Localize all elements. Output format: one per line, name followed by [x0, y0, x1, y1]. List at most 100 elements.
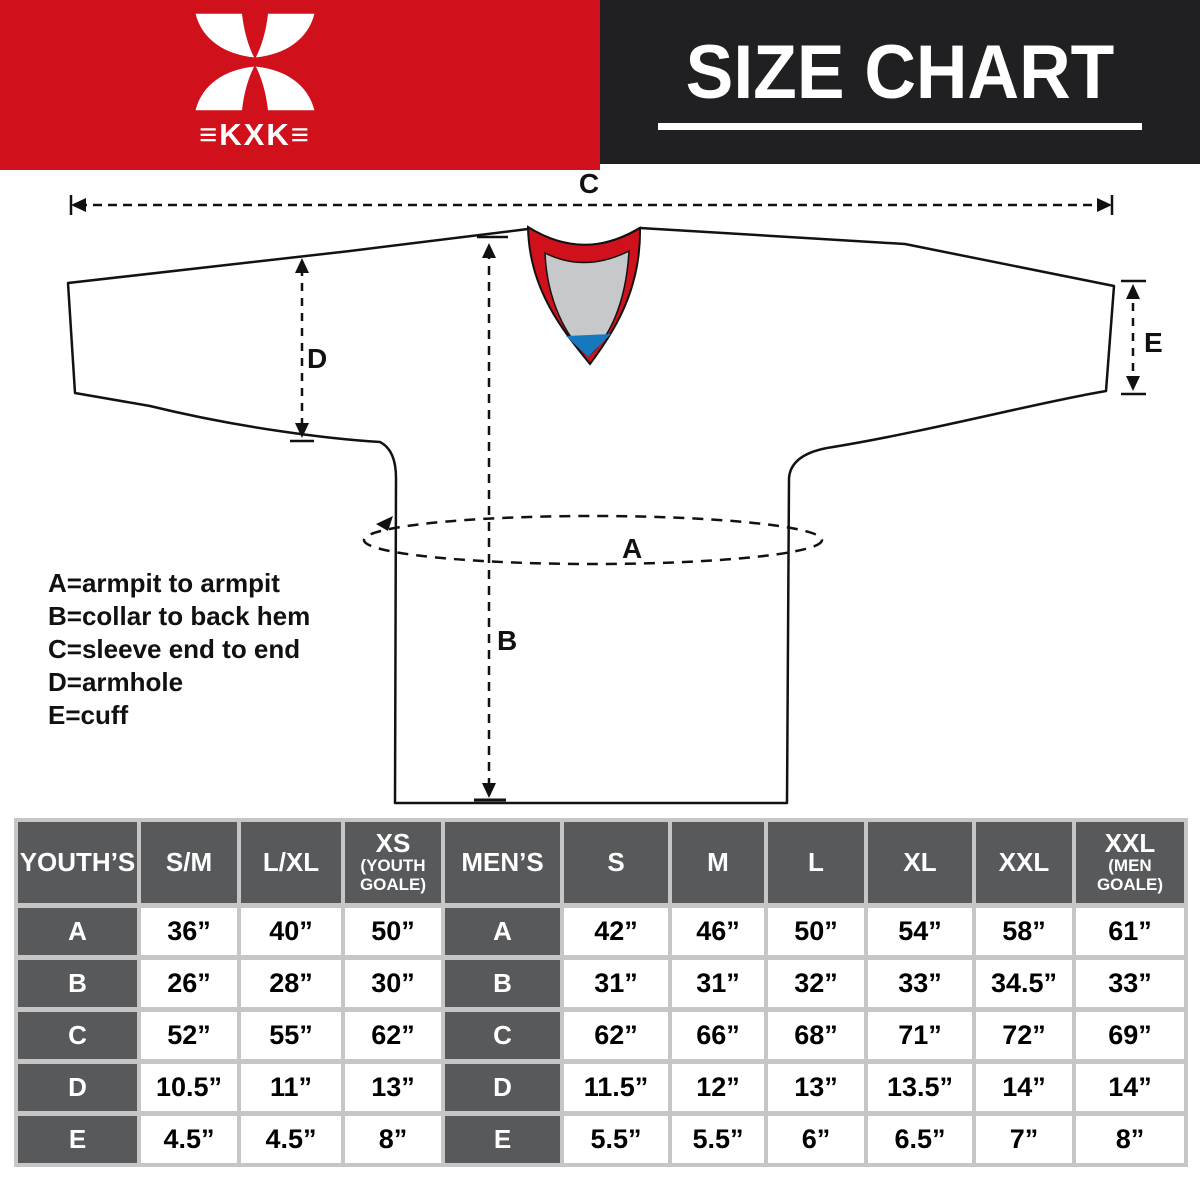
cell-men-d-l: 13” — [768, 1064, 864, 1111]
cell-men-e-xxlg: 8” — [1076, 1116, 1184, 1163]
row-label-youth-a: A — [18, 908, 137, 955]
cell-youth-b-lxl: 28” — [241, 960, 341, 1007]
cell-men-c-xl: 71” — [868, 1012, 972, 1059]
cell-youth-a-lxl: 40” — [241, 908, 341, 955]
label-c: C — [579, 170, 599, 199]
cell-men-e-xxl: 7” — [976, 1116, 1072, 1163]
arrowhead-b-top — [482, 243, 496, 258]
collar — [526, 225, 642, 366]
brand-logo-text: ≡KXK≡ — [199, 117, 311, 152]
legend-line-e: E=cuff — [48, 700, 129, 730]
label-d: D — [307, 343, 327, 374]
cell-men-e-m: 5.5” — [672, 1116, 764, 1163]
collar-inner-blue — [566, 334, 611, 357]
size-table: YOUTH’S S/M L/XL XS (YOUTH GOALE) MEN’S S… — [14, 818, 1188, 1167]
page-title: SIZE CHART — [685, 29, 1115, 115]
label-a: A — [622, 533, 642, 564]
arrowhead-e-top — [1126, 284, 1140, 299]
column-header-mens: MEN’S — [445, 822, 560, 903]
cell-men-d-xl: 13.5” — [868, 1064, 972, 1111]
cell-men-e-l: 6” — [768, 1116, 864, 1163]
legend-line-a: A=armpit to armpit — [48, 568, 280, 598]
label-b: B — [497, 625, 517, 656]
row-label-youth-e: E — [18, 1116, 137, 1163]
measure-arrow-e — [1121, 279, 1146, 396]
arrowhead-a — [376, 516, 393, 531]
label-e: E — [1144, 327, 1163, 358]
title-underline: SIZE CHART — [658, 29, 1142, 130]
cell-men-a-xxl: 58” — [976, 908, 1072, 955]
cell-men-b-l: 32” — [768, 960, 864, 1007]
cell-youth-c-lxl: 55” — [241, 1012, 341, 1059]
cell-youth-c-xs: 62” — [345, 1012, 441, 1059]
cell-youth-b-xs: 30” — [345, 960, 441, 1007]
cell-youth-e-lxl: 4.5” — [241, 1116, 341, 1163]
cell-men-b-xxl: 34.5” — [976, 960, 1072, 1007]
cell-men-a-l: 50” — [768, 908, 864, 955]
cell-youth-c-sm: 52” — [141, 1012, 237, 1059]
measure-arrow-d — [290, 268, 314, 443]
cell-youth-d-xs: 13” — [345, 1064, 441, 1111]
row-label-youth-d: D — [18, 1064, 137, 1111]
row-label-men-e: E — [445, 1116, 560, 1163]
cell-men-c-l: 68” — [768, 1012, 864, 1059]
cell-men-c-m: 66” — [672, 1012, 764, 1059]
collar-inner-gray — [544, 249, 630, 357]
column-header-xxl: XXL — [976, 822, 1072, 903]
brand-banner: ≡KXK≡ — [0, 0, 600, 170]
measure-ellipse-a — [362, 514, 824, 566]
column-header-s: S — [564, 822, 668, 903]
cell-youth-d-lxl: 11” — [241, 1064, 341, 1111]
column-header-m: M — [672, 822, 764, 903]
cell-men-d-xxlg: 14” — [1076, 1064, 1184, 1111]
title-banner: SIZE CHART — [600, 0, 1200, 164]
column-header-xs-youth-goale: XS (YOUTH GOALE) — [345, 822, 441, 903]
cell-men-c-xxlg: 69” — [1076, 1012, 1184, 1059]
cell-men-d-xxl: 14” — [976, 1064, 1072, 1111]
measure-arrow-b — [474, 235, 508, 802]
row-label-men-d: D — [445, 1064, 560, 1111]
cell-men-b-s: 31” — [564, 960, 668, 1007]
brand-logo: ≡KXK≡ — [188, 10, 322, 150]
row-label-men-c: C — [445, 1012, 560, 1059]
row-label-men-a: A — [445, 908, 560, 955]
column-header-xxl-men-goale: XXL (MEN GOALE) — [1076, 822, 1184, 903]
cell-youth-e-xs: 8” — [345, 1116, 441, 1163]
cell-men-b-xxlg: 33” — [1076, 960, 1184, 1007]
cell-men-c-xxl: 72” — [976, 1012, 1072, 1059]
jersey-measurement-diagram: C D B A E A=armpit to armpit B=collar to… — [48, 170, 1163, 805]
row-label-youth-c: C — [18, 1012, 137, 1059]
cell-men-a-xxlg: 61” — [1076, 908, 1184, 955]
cell-men-d-m: 12” — [672, 1064, 764, 1111]
cell-youth-b-sm: 26” — [141, 960, 237, 1007]
column-header-sm: S/M — [141, 822, 237, 903]
column-header-lxl: L/XL — [241, 822, 341, 903]
cell-men-b-m: 31” — [672, 960, 764, 1007]
arrowhead-c-right — [1097, 198, 1112, 212]
cell-youth-a-xs: 50” — [345, 908, 441, 955]
column-header-youths: YOUTH’S — [18, 822, 137, 903]
cell-men-b-xl: 33” — [868, 960, 972, 1007]
arrowhead-e-bottom — [1126, 376, 1140, 391]
legend-line-b: B=collar to back hem — [48, 601, 310, 631]
cell-youth-a-sm: 36” — [141, 908, 237, 955]
cell-men-a-m: 46” — [672, 908, 764, 955]
cell-youth-d-sm: 10.5” — [141, 1064, 237, 1111]
legend-line-c: C=sleeve end to end — [48, 634, 300, 664]
row-label-youth-b: B — [18, 960, 137, 1007]
arrowhead-b-bottom — [482, 783, 496, 798]
cell-men-e-s: 5.5” — [564, 1116, 668, 1163]
column-header-l: L — [768, 822, 864, 903]
row-label-men-b: B — [445, 960, 560, 1007]
cell-men-c-s: 62” — [564, 1012, 668, 1059]
kxk-x-logo-icon — [195, 13, 315, 111]
arrowhead-d-top — [295, 258, 309, 273]
cell-youth-e-sm: 4.5” — [141, 1116, 237, 1163]
cell-men-a-s: 42” — [564, 908, 668, 955]
arrowhead-d-bottom — [295, 423, 309, 438]
measurement-legend: A=armpit to armpit B=collar to back hem … — [48, 568, 310, 730]
arrowhead-c-left — [71, 198, 86, 212]
legend-line-d: D=armhole — [48, 667, 183, 697]
cell-men-a-xl: 54” — [868, 908, 972, 955]
cell-men-d-s: 11.5” — [564, 1064, 668, 1111]
